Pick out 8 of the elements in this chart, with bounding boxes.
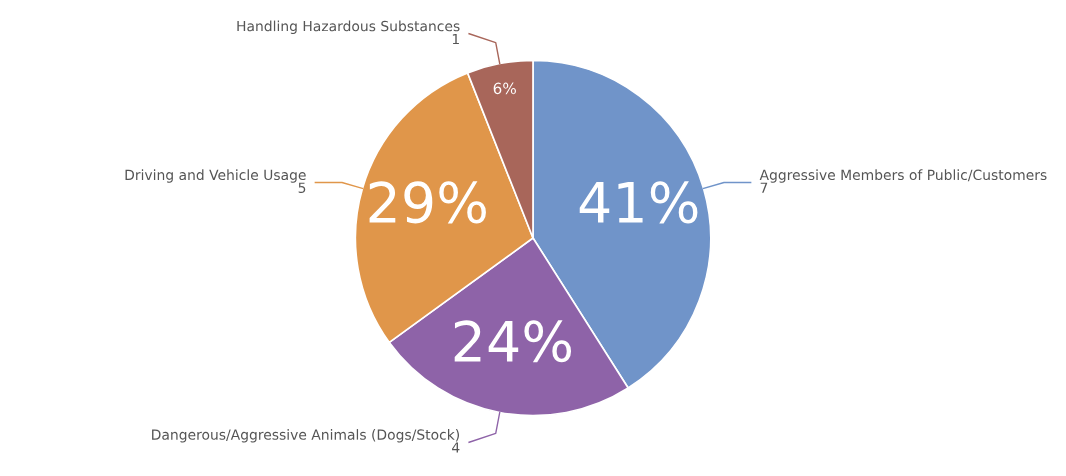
slice-label: Driving and Vehicle Usage 5 [125,169,306,193]
data-label: 29% [369,181,486,224]
slice-label: Dangerous/Aggressive Animals (Dogs/Stock) 4 [152,429,460,453]
data-label: 41% [579,181,698,224]
slice-label: Handling Hazardous Substances 1 [237,20,460,45]
slice-label: Aggressive Members of Public/Customers 7 [759,169,1047,193]
data-label: 24% [454,320,572,363]
data-label: 6% [493,82,516,95]
